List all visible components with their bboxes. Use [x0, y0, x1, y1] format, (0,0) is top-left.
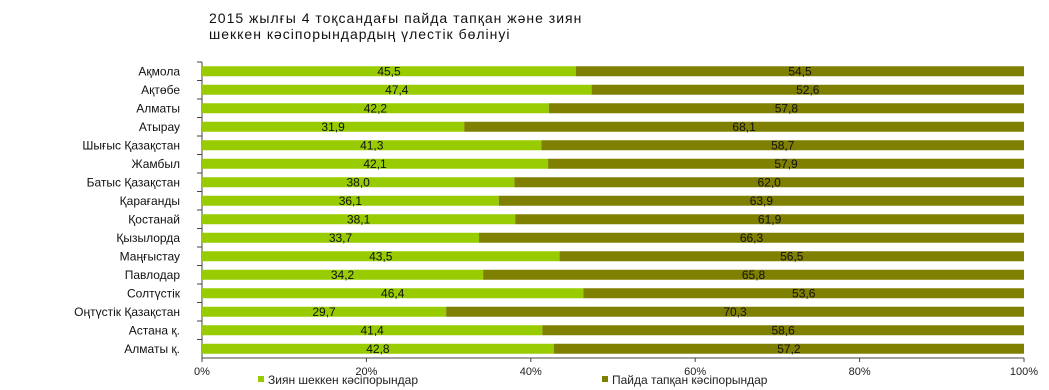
legend-swatch-profit	[602, 376, 608, 382]
data-label-profit: 63,9	[750, 194, 774, 208]
bar-segment-profit	[498, 195, 1024, 206]
bar-segment-profit	[553, 343, 1024, 354]
data-label-loss: 38,0	[347, 175, 371, 189]
data-label-profit: 56,5	[780, 249, 804, 263]
data-label-loss: 42,8	[366, 342, 390, 356]
data-label-profit: 66,3	[740, 231, 764, 245]
category-label: Батыс Қазақстан	[87, 175, 180, 189]
x-tick-label: 0%	[194, 366, 210, 378]
category-label: Алматы	[136, 101, 180, 115]
data-label-loss: 41,4	[360, 323, 384, 337]
data-label-profit: 70,3	[723, 305, 747, 319]
bar-segment-loss	[202, 306, 447, 317]
data-label-profit: 58,7	[771, 138, 795, 152]
bar-segment-loss	[202, 103, 549, 114]
x-tick-label: 100%	[1010, 366, 1038, 378]
category-label: Қызылорда	[116, 231, 180, 245]
bar-segment-profit	[515, 214, 1024, 225]
bar-segment-profit	[583, 288, 1024, 299]
category-label: Қарағанды	[120, 194, 180, 208]
data-label-loss: 36,1	[339, 194, 363, 208]
bar-segment-profit	[514, 177, 1024, 188]
bar-segment-loss	[202, 214, 516, 225]
data-label-profit: 62,0	[758, 175, 782, 189]
data-label-loss: 45,5	[377, 64, 401, 78]
data-label-profit: 57,9	[774, 157, 798, 171]
category-label: Шығыс Қазақстан	[82, 138, 180, 152]
x-tick-label: 80%	[849, 366, 871, 378]
bar-segment-loss	[202, 269, 484, 280]
bar-segment-loss	[202, 232, 480, 243]
bar-segment-loss	[202, 84, 592, 95]
bar-segment-profit	[559, 251, 1024, 262]
data-label-loss: 29,7	[312, 305, 336, 319]
bar-segment-profit	[548, 103, 1024, 114]
data-label-loss: 42,1	[363, 157, 387, 171]
bar-segment-profit	[464, 121, 1024, 132]
bar-segment-profit	[591, 84, 1024, 95]
category-label: Жамбыл	[131, 157, 180, 171]
bar-segment-loss	[202, 158, 549, 169]
bar-segment-loss	[202, 177, 515, 188]
data-label-profit: 68,1	[732, 120, 756, 134]
bar-segment-loss	[202, 140, 542, 151]
bar-segment-profit	[576, 66, 1024, 77]
bar-segment-profit	[548, 158, 1024, 169]
data-label-profit: 61,9	[758, 212, 782, 226]
category-label: Маңғыстау	[120, 249, 180, 263]
category-label: Солтүстік	[127, 286, 181, 300]
category-label: Павлодар	[125, 268, 181, 282]
category-label: Ақмола	[138, 64, 180, 78]
legend-label-loss: Зиян шеккен кәсіпорындар	[268, 373, 418, 387]
category-label: Астана қ.	[129, 323, 180, 337]
bar-segment-profit	[542, 325, 1024, 336]
bar-segment-loss	[202, 195, 499, 206]
data-label-profit: 58,6	[771, 323, 795, 337]
data-label-profit: 52,6	[796, 83, 820, 97]
data-label-loss: 41,3	[360, 138, 384, 152]
data-label-loss: 33,7	[329, 231, 353, 245]
data-label-loss: 47,4	[385, 83, 409, 97]
data-label-loss: 46,4	[381, 286, 405, 300]
bar-segment-loss	[202, 121, 465, 132]
bar-segment-profit	[541, 140, 1024, 151]
bar-segment-loss	[202, 343, 554, 354]
data-label-profit: 53,6	[792, 286, 816, 300]
data-label-profit: 57,2	[777, 342, 801, 356]
chart-title-line-1: 2015 жылғы 4 тоқсандағы пайда тапқан жән…	[209, 10, 583, 26]
data-label-loss: 42,2	[364, 101, 388, 115]
x-tick-label: 40%	[520, 366, 542, 378]
bar-segment-loss	[202, 325, 543, 336]
category-label: Ақтөбе	[141, 83, 180, 97]
x-tick-label: 20%	[355, 366, 377, 378]
category-label: Алматы қ.	[124, 342, 180, 356]
chart-title: 2015 жылғы 4 тоқсандағы пайда тапқан жән…	[209, 10, 829, 42]
data-label-loss: 38,1	[347, 212, 371, 226]
category-label: Атырау	[139, 120, 180, 134]
legend-swatch-loss	[258, 376, 264, 382]
data-label-loss: 43,5	[369, 249, 393, 263]
bar-segment-profit	[479, 232, 1024, 243]
bar-segment-loss	[202, 66, 577, 77]
data-label-profit: 57,8	[775, 101, 799, 115]
bar-segment-loss	[202, 288, 584, 299]
legend-label-profit: Пайда тапқан кәсіпорындар	[612, 373, 768, 387]
category-label: Оңтүстік Қазақстан	[74, 305, 180, 319]
bar-segment-profit	[446, 306, 1024, 317]
bar-segment-loss	[202, 251, 560, 262]
category-label: Қостанай	[128, 212, 180, 226]
data-label-profit: 65,8	[742, 268, 766, 282]
data-label-loss: 34,2	[331, 268, 355, 282]
x-tick-label: 60%	[684, 366, 706, 378]
bar-segment-profit	[483, 269, 1024, 280]
chart-title-line-2: шеккен кәсіпорындардың үлестік бөлінуі	[209, 26, 511, 42]
data-label-loss: 31,9	[321, 120, 345, 134]
data-label-profit: 54,5	[788, 64, 812, 78]
